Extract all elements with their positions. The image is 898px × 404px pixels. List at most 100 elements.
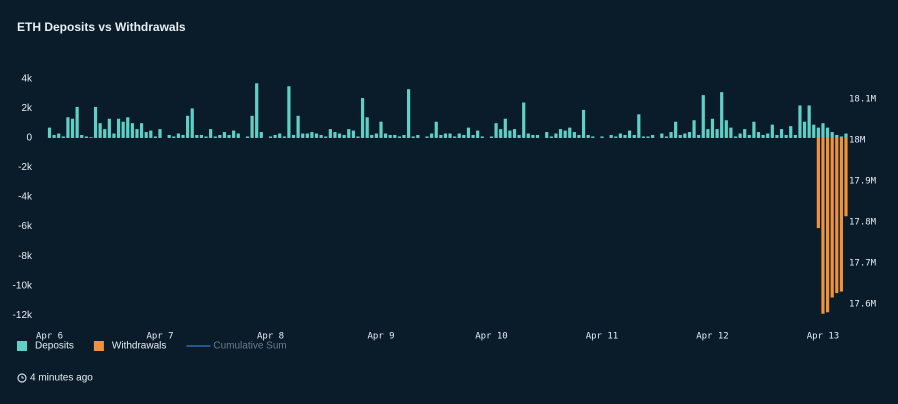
bar xyxy=(347,129,351,138)
bar xyxy=(425,136,429,138)
bar xyxy=(503,118,507,138)
bar xyxy=(301,133,305,138)
bar xyxy=(116,118,121,138)
bar xyxy=(770,124,774,138)
bar xyxy=(287,86,291,138)
bar xyxy=(798,105,802,138)
bar xyxy=(545,132,549,138)
y2-tick-label: 18M xyxy=(849,136,866,146)
bar xyxy=(489,136,494,138)
bar xyxy=(733,136,738,138)
bar xyxy=(821,137,825,314)
bar xyxy=(701,95,705,138)
bar xyxy=(153,136,157,138)
y-tick-label: -10k xyxy=(13,280,33,291)
bar xyxy=(637,114,641,138)
bar xyxy=(52,135,56,138)
bar xyxy=(126,117,130,138)
bar xyxy=(476,130,480,138)
bar xyxy=(692,120,696,138)
bar xyxy=(278,133,282,138)
bar xyxy=(632,135,636,138)
bar xyxy=(337,133,342,138)
bar xyxy=(70,118,75,138)
bar xyxy=(204,136,208,138)
bar xyxy=(756,132,761,138)
bar xyxy=(669,132,673,138)
bar xyxy=(807,105,811,138)
bar xyxy=(752,121,756,138)
bar xyxy=(549,136,553,138)
bar xyxy=(651,135,655,138)
y2-tick-label: 18.1M xyxy=(849,95,877,105)
bar xyxy=(724,120,728,138)
bar xyxy=(121,121,125,138)
bar xyxy=(775,135,779,138)
bar xyxy=(439,135,443,138)
bar xyxy=(554,133,558,138)
bar xyxy=(812,124,816,138)
bar xyxy=(190,108,194,138)
bar xyxy=(255,83,259,138)
bar xyxy=(282,136,286,138)
bar xyxy=(250,115,254,138)
x-tick-label: Apr 8 xyxy=(257,332,284,342)
bar xyxy=(319,135,323,138)
y-tick-label: -8k xyxy=(18,251,33,262)
bar xyxy=(535,135,540,138)
y2-tick-label: 17.7M xyxy=(849,259,877,269)
bar xyxy=(720,92,724,138)
bar xyxy=(706,129,710,138)
bar xyxy=(356,136,360,138)
bar xyxy=(577,135,581,138)
bar xyxy=(314,133,319,138)
x-tick-label: Apr 11 xyxy=(586,332,619,342)
x-tick-label: Apr 13 xyxy=(807,332,840,342)
bar xyxy=(195,135,199,138)
chart-title: ETH Deposits vs Withdrawals xyxy=(17,20,186,34)
bar xyxy=(839,136,843,138)
bar xyxy=(793,135,797,138)
bar xyxy=(462,135,466,138)
footer: 4 minutes ago xyxy=(17,373,93,384)
y-tick-label: 0 xyxy=(26,133,32,144)
bar xyxy=(609,135,613,138)
bar xyxy=(434,121,438,138)
bar xyxy=(715,129,719,138)
legend-swatch xyxy=(17,341,27,351)
legend-label: Cumulative Sum xyxy=(213,341,286,352)
bar xyxy=(789,126,793,138)
bar xyxy=(218,135,222,138)
bar xyxy=(407,89,411,138)
bar xyxy=(259,132,263,138)
bar xyxy=(729,127,733,138)
bar xyxy=(784,135,788,138)
bar xyxy=(89,137,93,138)
bar xyxy=(430,133,434,138)
x-tick-label: Apr 10 xyxy=(475,332,508,342)
clock-icon xyxy=(17,373,27,383)
bar xyxy=(379,121,383,138)
y2-tick-label: 17.9M xyxy=(849,177,877,187)
bar xyxy=(273,135,277,138)
bar xyxy=(416,135,420,138)
bar xyxy=(186,115,190,138)
bar xyxy=(103,129,107,138)
bar xyxy=(144,132,148,138)
bar xyxy=(743,129,747,138)
bar xyxy=(683,133,687,138)
bar xyxy=(618,133,622,138)
bar xyxy=(568,127,572,138)
bar xyxy=(581,109,586,138)
x-tick-label: Apr 7 xyxy=(146,332,173,342)
y-tick-label: -2k xyxy=(18,162,33,173)
bar xyxy=(310,132,314,138)
bar xyxy=(66,117,70,138)
bar xyxy=(199,135,204,138)
bar xyxy=(586,135,590,138)
bar xyxy=(324,136,328,138)
bar xyxy=(370,135,374,138)
y2-tick-label: 17.6M xyxy=(849,300,877,310)
bar xyxy=(222,132,227,138)
